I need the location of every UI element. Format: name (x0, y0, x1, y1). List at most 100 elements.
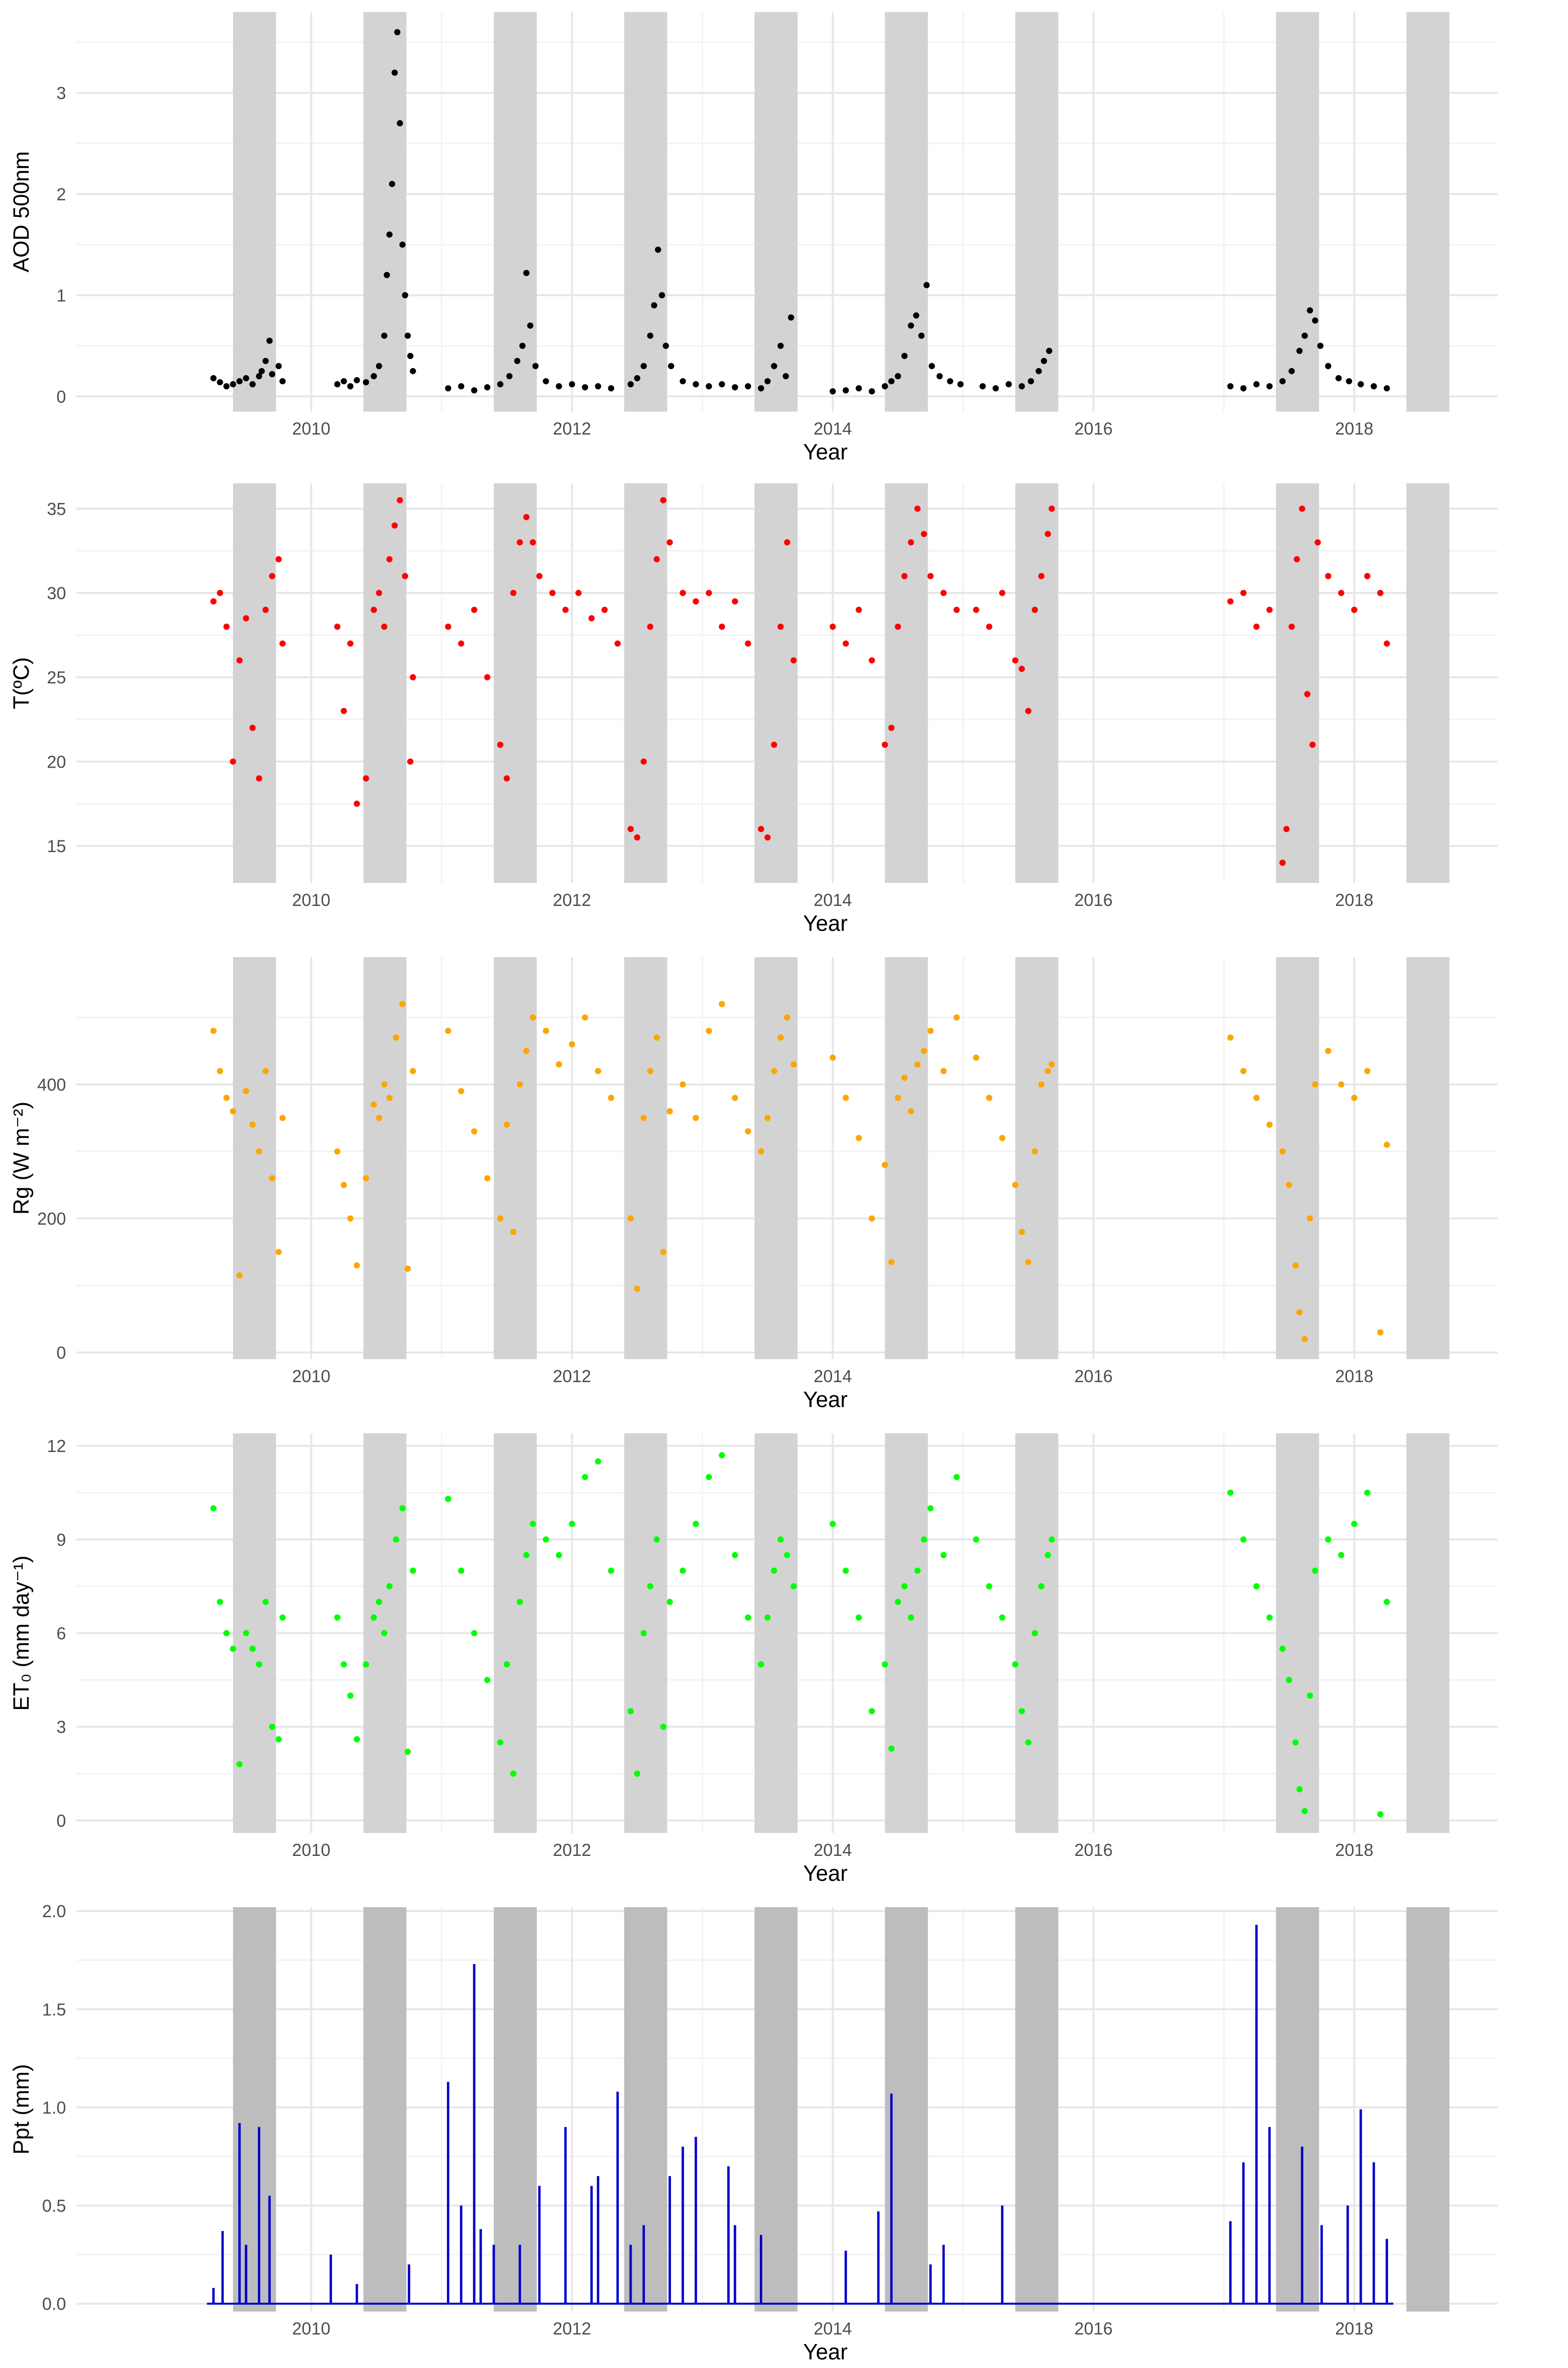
data-point (410, 1068, 416, 1074)
data-point (732, 598, 738, 605)
data-point (471, 387, 478, 394)
data-point (1364, 1068, 1371, 1074)
shaded-period (233, 12, 276, 412)
data-point (1038, 1583, 1045, 1590)
shaded-period (493, 957, 537, 1359)
data-point (407, 353, 414, 359)
data-point (634, 1770, 641, 1777)
data-bar (890, 2093, 893, 2304)
data-point (1312, 317, 1319, 324)
data-point (908, 322, 914, 329)
data-point (354, 800, 360, 807)
data-point (445, 1496, 452, 1502)
data-point (908, 1108, 914, 1115)
data-point (230, 1108, 236, 1115)
data-point (790, 1583, 797, 1590)
data-point (543, 1536, 549, 1543)
data-point (895, 1598, 901, 1605)
data-point (510, 1229, 517, 1235)
data-point (953, 1474, 960, 1480)
data-point (1041, 357, 1047, 364)
data-point (973, 1054, 979, 1061)
y-axis-label: ET₀ (mm day⁻¹) (9, 1555, 33, 1710)
data-point (1018, 383, 1025, 390)
data-point (927, 573, 934, 580)
data-point (391, 69, 398, 76)
data-point (1045, 1068, 1051, 1074)
x-axis-label: Year (803, 2339, 848, 2364)
data-point (788, 314, 794, 321)
data-point (471, 1630, 478, 1636)
data-point (595, 1068, 601, 1074)
data-point (556, 1552, 562, 1558)
data-point (523, 269, 530, 276)
x-tick-label: 2018 (1335, 890, 1373, 910)
data-point (523, 1048, 530, 1054)
data-point (527, 322, 534, 329)
data-point (1370, 383, 1377, 390)
data-point (1377, 590, 1384, 596)
x-tick-label: 2016 (1074, 890, 1112, 910)
data-point (1048, 1061, 1055, 1068)
data-point (1314, 539, 1321, 546)
data-bar (694, 2136, 697, 2304)
data-point (1292, 1262, 1299, 1269)
data-bar (1242, 2162, 1245, 2304)
data-point (582, 1014, 589, 1021)
data-point (347, 383, 354, 390)
data-point (334, 623, 341, 630)
data-point (777, 623, 784, 630)
shaded-period (754, 12, 798, 412)
x-tick-label: 2018 (1335, 2319, 1373, 2338)
data-point (829, 1520, 836, 1527)
data-point (856, 385, 862, 391)
data-point (654, 1034, 660, 1041)
y-tick-label: 400 (37, 1075, 66, 1095)
data-point (999, 1135, 1006, 1141)
data-point (256, 775, 262, 782)
data-point (503, 775, 510, 782)
data-point (389, 180, 395, 187)
data-point (562, 606, 569, 613)
data-point (1025, 708, 1032, 715)
data-point (402, 292, 409, 299)
data-point (1299, 505, 1305, 512)
data-point (667, 1108, 673, 1115)
data-point (692, 598, 699, 605)
data-point (660, 497, 667, 503)
data-point (386, 1583, 393, 1590)
data-point (484, 674, 490, 681)
y-tick-label: 20 (47, 752, 66, 771)
data-bar (356, 2284, 358, 2304)
y-tick-label: 0.5 (42, 2196, 66, 2215)
data-point (1312, 1567, 1319, 1574)
data-point (386, 231, 393, 238)
shaded-period (1406, 483, 1450, 883)
x-tick-label: 2016 (1074, 1840, 1112, 1860)
data-point (1351, 1095, 1357, 1101)
shaded-period (1015, 957, 1058, 1359)
data-point (582, 1474, 589, 1480)
data-point (1018, 1229, 1025, 1235)
data-point (1293, 556, 1300, 563)
data-point (458, 1567, 465, 1574)
data-point (404, 332, 411, 339)
x-tick-label: 2012 (553, 1366, 591, 1386)
shaded-period (885, 12, 928, 412)
data-point (1338, 590, 1345, 596)
data-point (647, 1068, 654, 1074)
data-point (888, 725, 895, 731)
y-tick-label: 0 (56, 1811, 66, 1831)
data-point (777, 1034, 784, 1041)
chart-panel-3: 2010 2012 2014 2016 2018 0 200 400 Year Rg (W m⁻²… (9, 957, 1498, 1412)
data-point (1317, 343, 1323, 349)
data-point (503, 1121, 510, 1128)
y-axis-label: T(ºC) (9, 657, 33, 709)
data-point (370, 1101, 377, 1108)
data-point (923, 282, 930, 289)
data-bar (1320, 2225, 1323, 2304)
shaded-period (363, 957, 407, 1359)
data-point (516, 539, 523, 546)
data-point (223, 623, 230, 630)
